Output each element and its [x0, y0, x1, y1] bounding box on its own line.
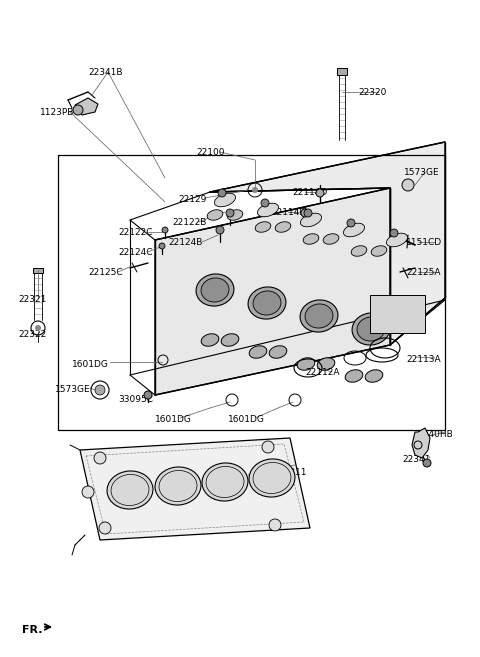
- Circle shape: [252, 187, 258, 193]
- Text: 1601DG: 1601DG: [228, 415, 265, 424]
- Text: 22322: 22322: [18, 330, 46, 339]
- Text: 22124C: 22124C: [118, 248, 153, 257]
- Ellipse shape: [303, 234, 319, 244]
- Text: 22114D: 22114D: [292, 188, 327, 197]
- Circle shape: [82, 486, 94, 498]
- Text: 1151CD: 1151CD: [406, 238, 442, 247]
- Circle shape: [99, 522, 111, 534]
- Text: 22100: 22100: [196, 148, 225, 157]
- Ellipse shape: [269, 346, 287, 358]
- Text: 22311: 22311: [278, 468, 307, 477]
- Ellipse shape: [365, 370, 383, 382]
- Text: 1601DG: 1601DG: [72, 360, 109, 369]
- Ellipse shape: [386, 233, 408, 247]
- Ellipse shape: [297, 358, 315, 371]
- Ellipse shape: [201, 278, 229, 302]
- Text: 22321: 22321: [18, 295, 47, 304]
- Text: 22122B: 22122B: [172, 218, 206, 227]
- Bar: [58, 155, 445, 430]
- Text: 1140HB: 1140HB: [418, 430, 454, 439]
- Text: 1601DG: 1601DG: [155, 415, 192, 424]
- Polygon shape: [75, 98, 98, 115]
- Ellipse shape: [201, 334, 219, 346]
- Text: 1573GE: 1573GE: [55, 385, 91, 394]
- Text: 22320: 22320: [358, 88, 386, 97]
- Circle shape: [144, 391, 152, 399]
- Circle shape: [347, 219, 355, 227]
- Polygon shape: [210, 142, 445, 345]
- Bar: [370, 295, 425, 333]
- Circle shape: [402, 179, 414, 191]
- Circle shape: [261, 199, 269, 207]
- Ellipse shape: [371, 246, 387, 256]
- Ellipse shape: [202, 463, 248, 501]
- Circle shape: [316, 189, 324, 197]
- Ellipse shape: [300, 214, 322, 227]
- Text: 22122C: 22122C: [118, 228, 153, 237]
- Ellipse shape: [351, 246, 367, 256]
- Polygon shape: [412, 428, 430, 458]
- Text: 1123PB: 1123PB: [40, 108, 74, 117]
- Text: FR.: FR.: [22, 625, 43, 635]
- Ellipse shape: [352, 313, 390, 345]
- Circle shape: [269, 519, 281, 531]
- Ellipse shape: [257, 203, 278, 217]
- Ellipse shape: [249, 346, 267, 358]
- Ellipse shape: [248, 287, 286, 319]
- Bar: [337, 68, 347, 75]
- Bar: [33, 268, 43, 273]
- Ellipse shape: [305, 304, 333, 328]
- Circle shape: [390, 229, 398, 237]
- Ellipse shape: [345, 370, 363, 382]
- Circle shape: [226, 209, 234, 217]
- Circle shape: [218, 189, 226, 197]
- Text: 33095C: 33095C: [118, 395, 153, 404]
- Circle shape: [162, 227, 168, 233]
- Circle shape: [216, 226, 224, 234]
- Circle shape: [301, 209, 309, 217]
- Circle shape: [94, 452, 106, 464]
- Text: 22341: 22341: [402, 455, 431, 464]
- Text: 22112A: 22112A: [305, 368, 339, 377]
- Ellipse shape: [255, 222, 271, 233]
- Ellipse shape: [227, 210, 243, 220]
- Text: 22125C: 22125C: [88, 268, 122, 277]
- Ellipse shape: [275, 222, 291, 233]
- Ellipse shape: [300, 300, 338, 332]
- Circle shape: [423, 459, 431, 467]
- Ellipse shape: [323, 234, 339, 244]
- Circle shape: [262, 441, 274, 453]
- Text: 1573GE: 1573GE: [404, 168, 440, 177]
- Circle shape: [95, 385, 105, 395]
- Ellipse shape: [207, 210, 223, 220]
- Text: 22125A: 22125A: [406, 268, 441, 277]
- Text: 22113A: 22113A: [406, 355, 441, 364]
- Ellipse shape: [107, 471, 153, 509]
- Text: 22114D: 22114D: [271, 208, 306, 217]
- Circle shape: [159, 243, 165, 249]
- Ellipse shape: [344, 223, 364, 237]
- Ellipse shape: [196, 274, 234, 306]
- Circle shape: [304, 209, 312, 217]
- Ellipse shape: [249, 459, 295, 497]
- Polygon shape: [155, 188, 390, 395]
- Ellipse shape: [221, 334, 239, 346]
- Text: 22341B: 22341B: [88, 68, 122, 77]
- Circle shape: [73, 105, 83, 115]
- Ellipse shape: [253, 291, 281, 315]
- Ellipse shape: [357, 317, 385, 341]
- Ellipse shape: [215, 193, 236, 207]
- Text: 22124B: 22124B: [168, 238, 203, 247]
- Polygon shape: [80, 438, 310, 540]
- Ellipse shape: [155, 467, 201, 505]
- Text: 22129: 22129: [178, 195, 206, 204]
- Ellipse shape: [317, 358, 335, 371]
- Circle shape: [35, 325, 41, 331]
